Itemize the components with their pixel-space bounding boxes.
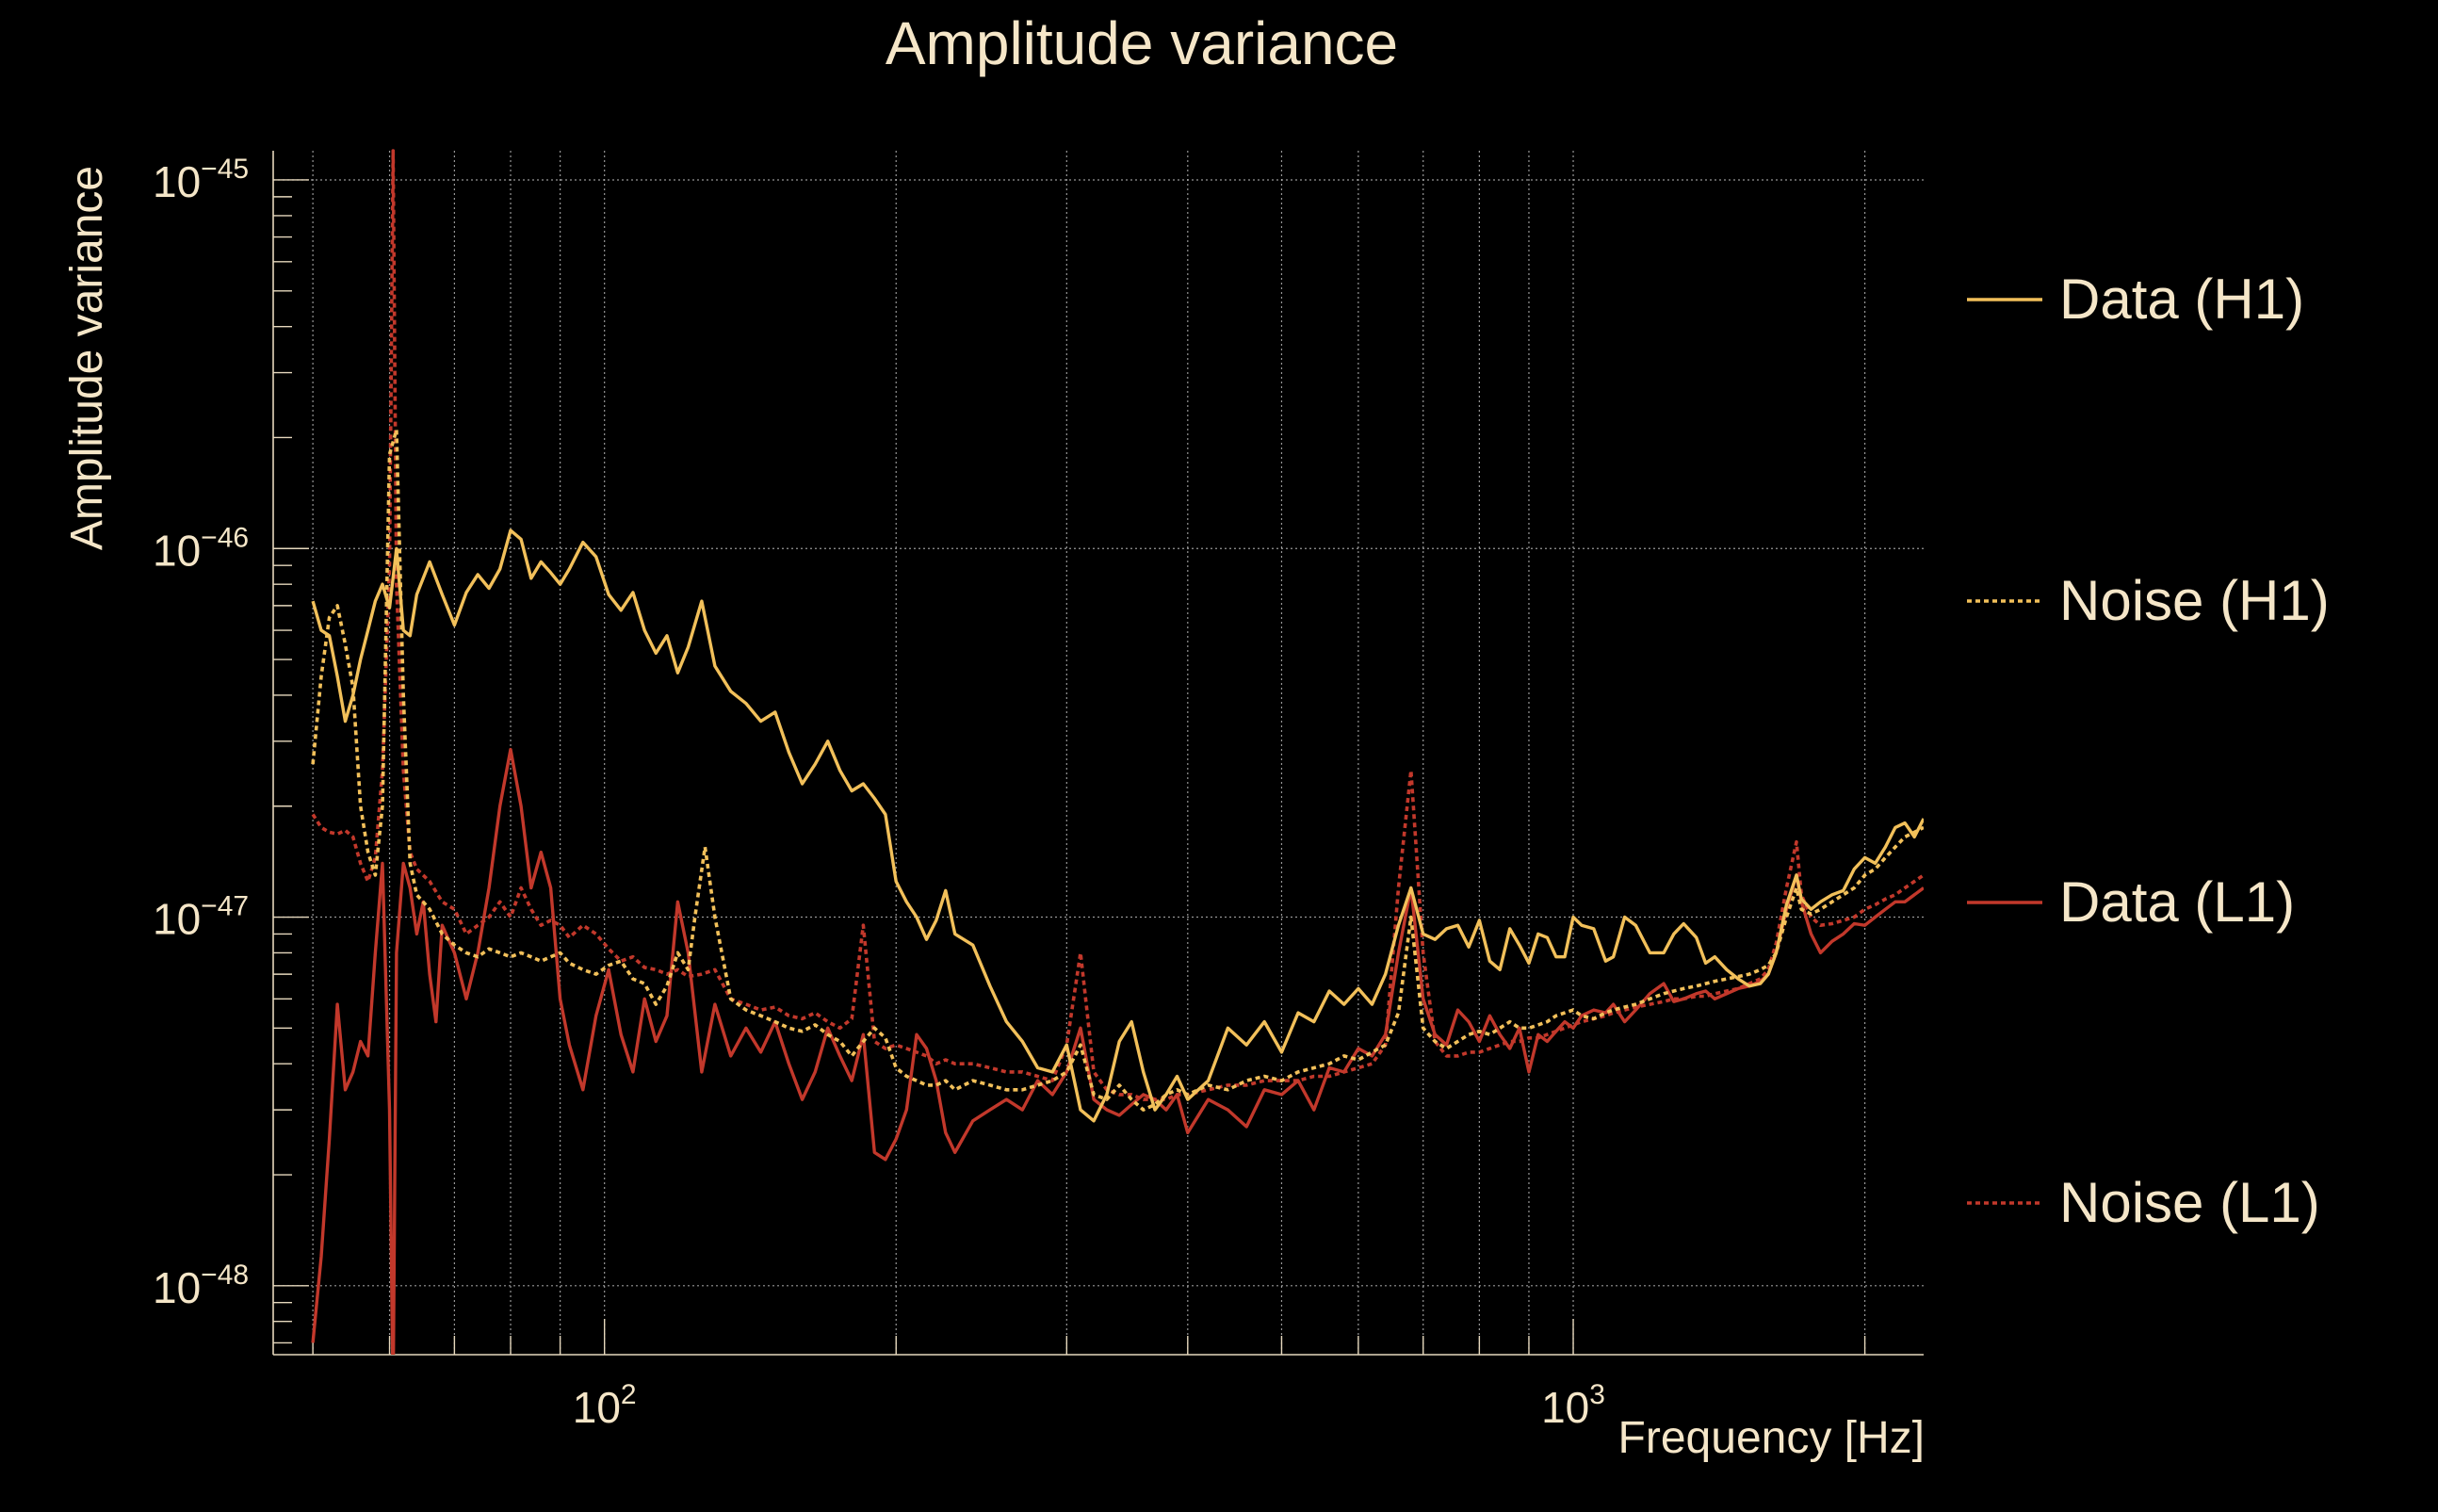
series-line-data-h1: [311, 528, 1924, 1123]
axes: 102 103 10−48 10−47 10−46 10−45: [153, 151, 1924, 1432]
x-tick-label-text: 102: [573, 1379, 637, 1432]
legend-item: Data (L1): [1967, 870, 2295, 934]
legend-label: Noise (L1): [2059, 1171, 2320, 1234]
y-tick-label: 10−46: [153, 522, 249, 575]
x-axis-label: Frequency [Hz]: [1618, 1413, 1925, 1463]
y-tick-label: 10−47: [153, 891, 249, 944]
y-tick-label-text: 10−45: [153, 154, 249, 206]
legend-item: Data (H1): [1967, 268, 2304, 331]
y-tick-label-text: 10−46: [153, 522, 249, 575]
y-tick-label: 10−48: [153, 1260, 249, 1312]
y-tick-label: 10−45: [153, 154, 249, 206]
legend-label: Data (H1): [2059, 268, 2304, 331]
legend-item: Noise (L1): [1967, 1171, 2320, 1234]
chart-title: Amplitude variance: [886, 9, 1398, 77]
y-tick-label-text: 10−48: [153, 1260, 249, 1312]
x-tick-label-text: 103: [1541, 1379, 1605, 1432]
series-line-noise-h1: [311, 428, 1924, 1112]
legend-label: Noise (H1): [2059, 569, 2330, 632]
y-tick-label-text: 10−47: [153, 891, 249, 944]
legend-item: Noise (H1): [1967, 569, 2330, 632]
series-lines: [311, 149, 1924, 1355]
grid-lines: [273, 151, 1924, 1355]
legend-label: Data (L1): [2059, 870, 2295, 934]
legend: Data (H1) Noise (H1) Data (L1) Noise (L1): [1967, 268, 2330, 1234]
x-tick-label: 103: [1541, 1379, 1605, 1432]
x-tick-label: 102: [573, 1379, 637, 1432]
y-axis-label: Amplitude variance: [62, 166, 112, 550]
